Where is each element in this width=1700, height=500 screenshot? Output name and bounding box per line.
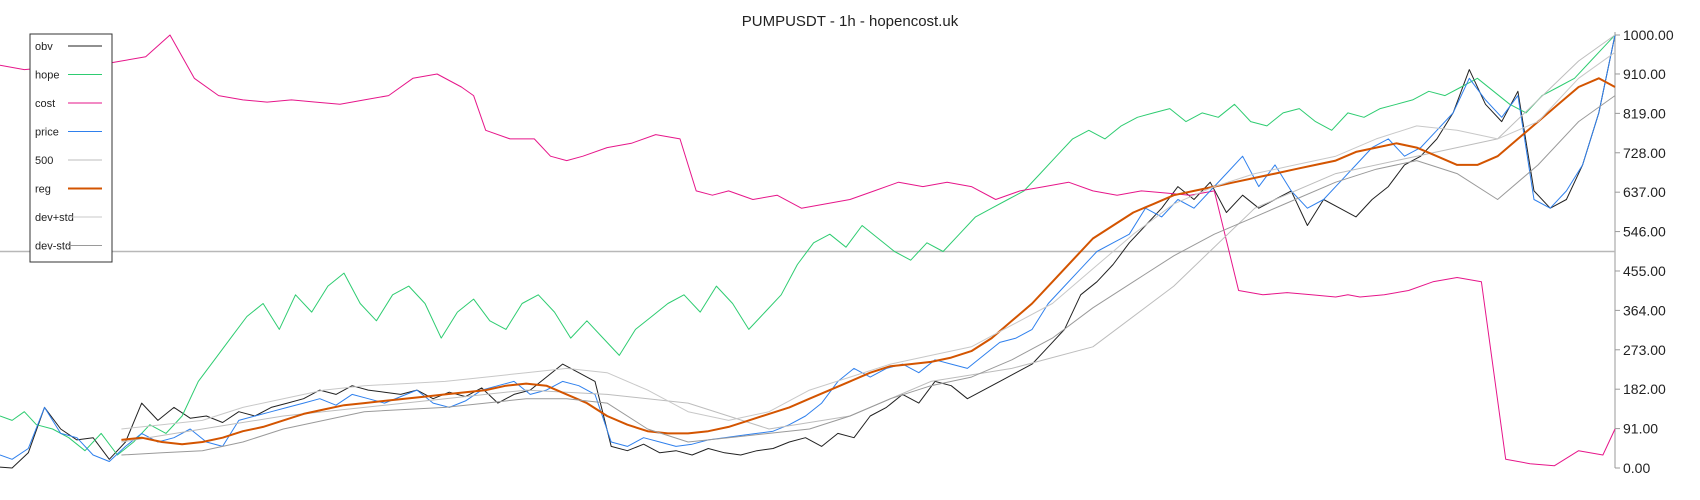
y-tick-label: 182.00 — [1623, 381, 1666, 397]
legend-label: dev+std — [35, 212, 74, 224]
legend-label: obv — [35, 41, 53, 53]
y-tick-label: 0.00 — [1623, 460, 1650, 476]
y-tick-label: 637.00 — [1623, 184, 1666, 200]
y-tick-label: 1000.00 — [1623, 27, 1674, 43]
series-line-obv — [0, 34, 1616, 469]
y-tick-label: 728.00 — [1623, 145, 1666, 161]
y-tick-label: 546.00 — [1623, 224, 1666, 240]
legend-label: hope — [35, 70, 59, 82]
series-line-500 — [121, 34, 1616, 443]
series-group — [0, 34, 1616, 469]
chart-title: PUMPUSDT - 1h - hopencost.uk — [742, 13, 959, 30]
series-line-dev-std — [121, 95, 1616, 456]
series-line-hope — [0, 34, 1616, 456]
legend-label: 500 — [35, 155, 53, 167]
y-tick-label: 364.00 — [1623, 302, 1666, 318]
legend-label: reg — [35, 184, 51, 196]
y-axis-ticks: 0.00 91.00 182.00 273.00 364.00 455.00 546.00 6… — [1615, 27, 1674, 476]
series-line-dev-std — [121, 51, 1616, 430]
legend-label: price — [35, 127, 59, 139]
y-tick-label: 910.00 — [1623, 66, 1666, 82]
legend-box — [29, 33, 113, 263]
legend-label: dev-std — [35, 241, 71, 253]
y-tick-label: 455.00 — [1623, 263, 1666, 279]
y-tick-label: 91.00 — [1623, 421, 1658, 437]
legend-items: obv hope cost price 500 reg dev+std dev-std — [35, 41, 102, 253]
y-tick-label: 273.00 — [1623, 342, 1666, 358]
legend-label: cost — [35, 98, 55, 110]
series-line-price — [0, 34, 1616, 462]
legend: obv hope cost price 500 reg dev+std dev-std — [29, 33, 113, 263]
series-line-reg — [121, 77, 1616, 446]
series-line-cost — [0, 34, 1616, 467]
y-tick-label: 819.00 — [1623, 105, 1666, 121]
